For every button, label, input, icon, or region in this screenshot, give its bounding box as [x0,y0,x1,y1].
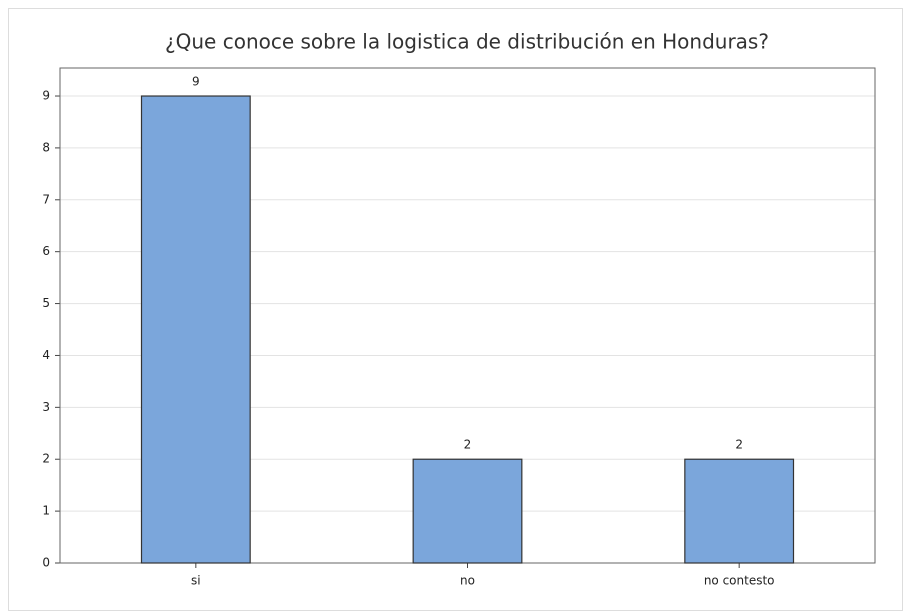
data-label: 2 [735,438,743,452]
data-label: 9 [192,75,200,89]
y-tick-label: 2 [42,452,50,466]
y-tick-label: 6 [42,244,50,258]
data-label: 2 [464,438,472,452]
y-tick-label: 4 [42,348,50,362]
x-tick-label: no contesto [704,574,775,588]
y-tick-label: 0 [42,556,50,570]
y-tick-label: 7 [42,192,50,206]
chart-title: ¿Que conoce sobre la logistica de distri… [165,30,769,54]
y-tick-label: 1 [42,504,50,518]
bar [412,458,523,564]
y-tick-label: 5 [42,296,50,310]
x-tick-label: no [460,574,475,588]
y-tick-label: 9 [42,89,50,103]
bar [140,95,251,564]
y-tick-label: 8 [42,140,50,154]
x-tick-label: si [191,574,201,588]
bar [684,458,795,564]
y-tick-label: 3 [42,400,50,414]
